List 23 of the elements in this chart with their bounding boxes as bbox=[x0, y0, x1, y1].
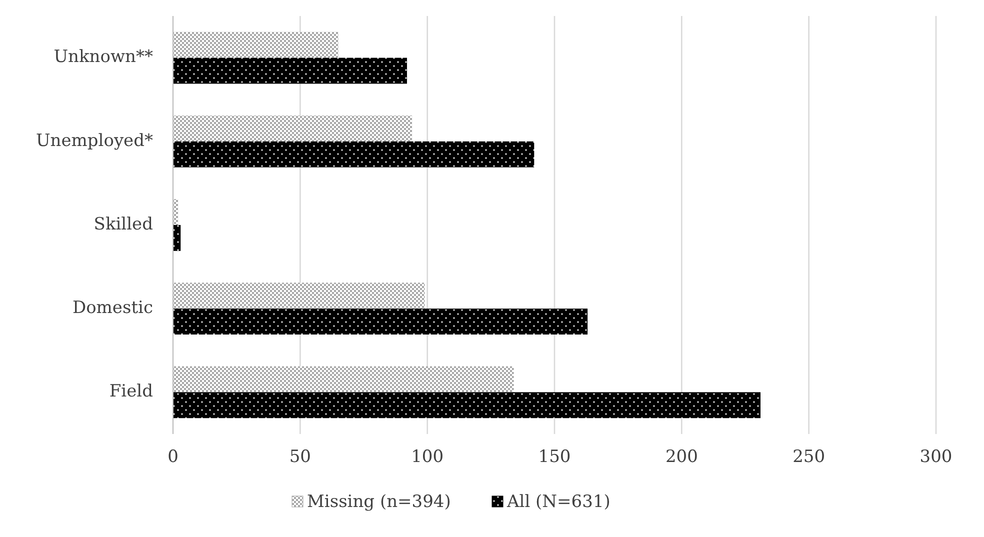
bar bbox=[173, 366, 514, 392]
bar bbox=[173, 308, 588, 335]
legend-label: Missing (n=394) bbox=[307, 492, 451, 512]
y-tick-label: Domestic bbox=[72, 298, 153, 318]
y-tick-label: Skilled bbox=[94, 214, 154, 234]
legend-label: All (N=631) bbox=[506, 492, 610, 512]
bar bbox=[173, 58, 407, 84]
y-tick-label: Field bbox=[109, 382, 154, 402]
bar bbox=[173, 32, 338, 58]
bar bbox=[173, 141, 534, 168]
x-tick-label: 50 bbox=[289, 447, 311, 467]
bar bbox=[173, 225, 181, 251]
x-tick-label: 200 bbox=[665, 447, 698, 467]
bar bbox=[173, 392, 761, 418]
y-tick-label: Unknown** bbox=[54, 47, 154, 68]
y-tick-label: Unemployed* bbox=[36, 130, 154, 151]
x-tick-label: 150 bbox=[538, 447, 571, 467]
x-tick-label: 250 bbox=[792, 447, 826, 467]
bar bbox=[173, 282, 425, 309]
bar bbox=[173, 115, 412, 142]
x-tick-label: 0 bbox=[168, 447, 178, 467]
x-tick-label: 100 bbox=[411, 447, 444, 467]
x-tick-label: 300 bbox=[920, 447, 952, 467]
